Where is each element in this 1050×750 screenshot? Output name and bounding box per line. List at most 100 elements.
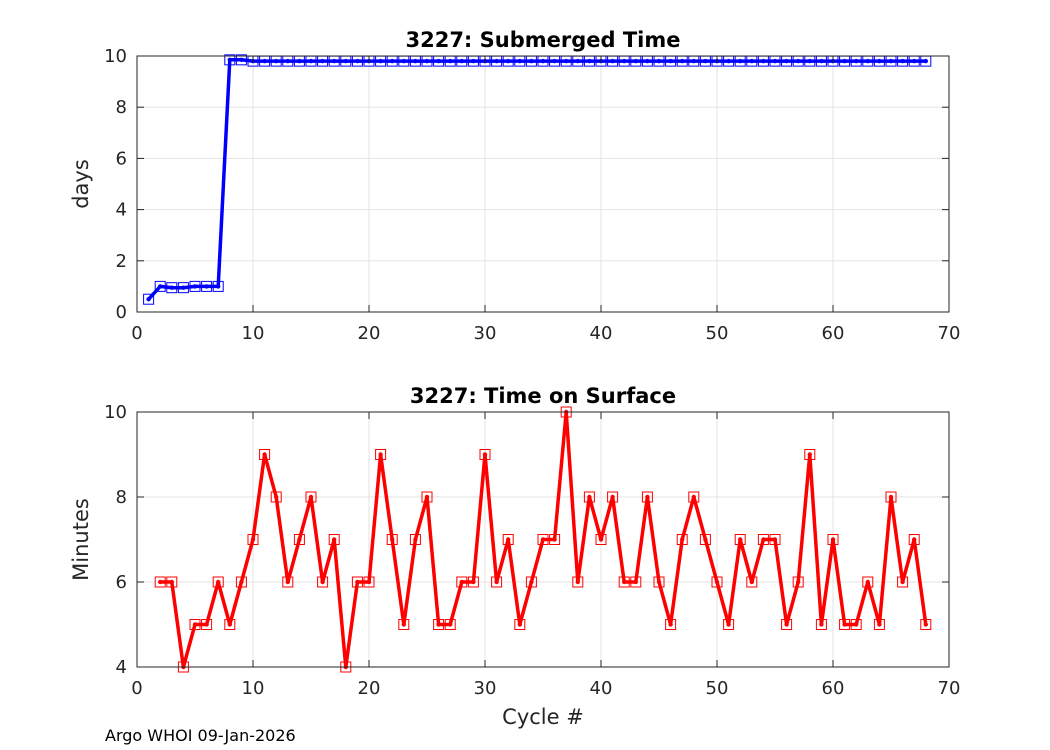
- submerged-time-point-dot: [216, 284, 221, 289]
- surface-time-point-marker: [630, 576, 642, 588]
- surface-time-point-marker: [757, 534, 769, 545]
- surface-time-point-dot: [749, 579, 754, 585]
- submerged-time-point-dot: [378, 58, 383, 64]
- submerged-time-point-marker: [189, 280, 201, 292]
- submerged-time-plot: 0 10 20 30 40 50 60 70 0 2 4 6 8 10 3227: Submerged T…: [69, 28, 960, 344]
- submerged-time-point-dot: [807, 58, 812, 64]
- surface-time-point-marker: [409, 534, 421, 545]
- surface-time-point-marker: [317, 576, 329, 588]
- submerged-time-point-dot: [459, 58, 464, 64]
- surface-time-point-marker: [363, 576, 375, 588]
- surface-time-point-marker: [699, 534, 711, 545]
- surface-time-point-dot: [691, 494, 696, 500]
- surface-time-point-marker: [502, 534, 514, 545]
- submerged-time-xtick-label: 60: [822, 323, 845, 344]
- surface-time-point-marker: [688, 491, 700, 503]
- submerged-time-axes-box: [136, 55, 950, 313]
- surface-time-point-marker: [897, 576, 909, 588]
- submerged-time-point-dot: [274, 58, 279, 64]
- surface-time-point-marker: [293, 534, 305, 545]
- surface-time-point-marker: [375, 449, 387, 460]
- surface-time-point-marker: [525, 576, 537, 588]
- surface-time-ytick-label: 4: [116, 657, 127, 678]
- submerged-time-point-dot: [784, 58, 789, 64]
- surface-time-point-marker: [421, 491, 433, 503]
- surface-time-point-marker: [908, 534, 920, 545]
- submerged-time-ytick-label: 4: [116, 200, 127, 221]
- surface-time-title: 3227: Time on Surface: [410, 384, 676, 408]
- surface-time-point-marker: [467, 576, 479, 588]
- surface-time-point-dot: [912, 537, 917, 542]
- surface-time-point-dot: [587, 494, 592, 500]
- submerged-time-ytick-label: 2: [116, 251, 127, 272]
- submerged-time-point-dot: [842, 58, 847, 64]
- surface-time-point-dot: [192, 622, 198, 627]
- submerged-time-point-dot: [564, 58, 569, 64]
- surface-time-point-marker: [514, 619, 526, 630]
- submerged-time-xtick-label: 30: [474, 323, 497, 344]
- surface-time-point-dot: [413, 537, 418, 542]
- surface-time-point-dot: [227, 622, 232, 627]
- submerged-time-point-dot: [169, 285, 174, 290]
- surface-time-point-dot: [668, 622, 673, 627]
- submerged-time-point-dot: [204, 284, 209, 289]
- surface-time-point-dot: [169, 579, 174, 585]
- surface-time-point-marker: [235, 576, 247, 588]
- surface-time-point-dot: [552, 537, 557, 542]
- submerged-time-point-marker: [224, 54, 236, 66]
- submerged-time-point-dot: [146, 297, 151, 302]
- surface-time-point-dot: [529, 579, 534, 585]
- surface-time-point-marker: [154, 576, 166, 588]
- surface-time-point-marker: [583, 491, 595, 503]
- surface-time-point-marker: [850, 619, 862, 630]
- surface-time-point-dot: [459, 579, 464, 585]
- surface-time-point-dot: [900, 579, 905, 585]
- surface-time-point-dot: [633, 579, 638, 585]
- surface-time-point-marker: [305, 491, 317, 503]
- surface-time-point-marker: [607, 491, 619, 503]
- surface-time-point-marker: [433, 619, 445, 630]
- submerged-time-point-dot: [796, 58, 801, 64]
- surface-time-point-marker: [572, 576, 584, 588]
- surface-time-point-dot: [761, 537, 766, 542]
- surface-time-point-marker: [282, 576, 294, 588]
- surface-time-point-marker: [839, 619, 851, 630]
- submerged-time-xtick-label: 70: [938, 323, 961, 344]
- surface-time-point-dot: [297, 537, 302, 542]
- surface-time-point-marker: [247, 534, 259, 545]
- submerged-time-point-dot: [900, 58, 905, 64]
- submerged-time-point-dot: [680, 58, 685, 64]
- submerged-time-point-dot: [494, 58, 499, 64]
- submerged-time-point-dot: [575, 58, 580, 64]
- surface-time-xtick-label: 30: [474, 678, 497, 699]
- submerged-time-point-dot: [633, 58, 638, 64]
- surface-time-point-dot: [308, 494, 314, 500]
- surface-time-point-marker: [723, 619, 735, 630]
- submerged-time-point-dot: [738, 58, 743, 64]
- submerged-time-title: 3227: Submerged Time: [405, 28, 680, 52]
- submerged-time-point-dot: [540, 58, 546, 64]
- submerged-time-point-dot: [181, 285, 186, 290]
- surface-time-point-marker: [444, 619, 456, 630]
- surface-time-point-marker: [224, 619, 236, 630]
- surface-time-point-dot: [865, 579, 870, 585]
- submerged-time-point-dot: [668, 58, 673, 64]
- surface-time-point-marker: [804, 449, 816, 460]
- surface-time-point-dot: [656, 579, 662, 585]
- surface-time-point-dot: [622, 579, 627, 585]
- submerged-time-point-dot: [587, 58, 592, 64]
- submerged-time-point-dot: [761, 58, 766, 64]
- surface-time-point-dot: [320, 579, 325, 585]
- surface-time-point-marker: [792, 576, 804, 588]
- surface-time-point-dot: [366, 579, 372, 585]
- submerged-time-ytick-label: 10: [104, 46, 127, 67]
- submerged-time-ylabel: days: [69, 159, 93, 209]
- surface-time-point-dot: [923, 622, 928, 627]
- surface-time-point-marker: [781, 619, 793, 630]
- surface-time-point-dot: [482, 452, 488, 457]
- surface-time-point-marker: [537, 534, 549, 545]
- surface-time-point-dot: [726, 622, 731, 627]
- surface-time-point-dot: [714, 579, 720, 585]
- submerged-time-ytick-label: 0: [116, 302, 127, 323]
